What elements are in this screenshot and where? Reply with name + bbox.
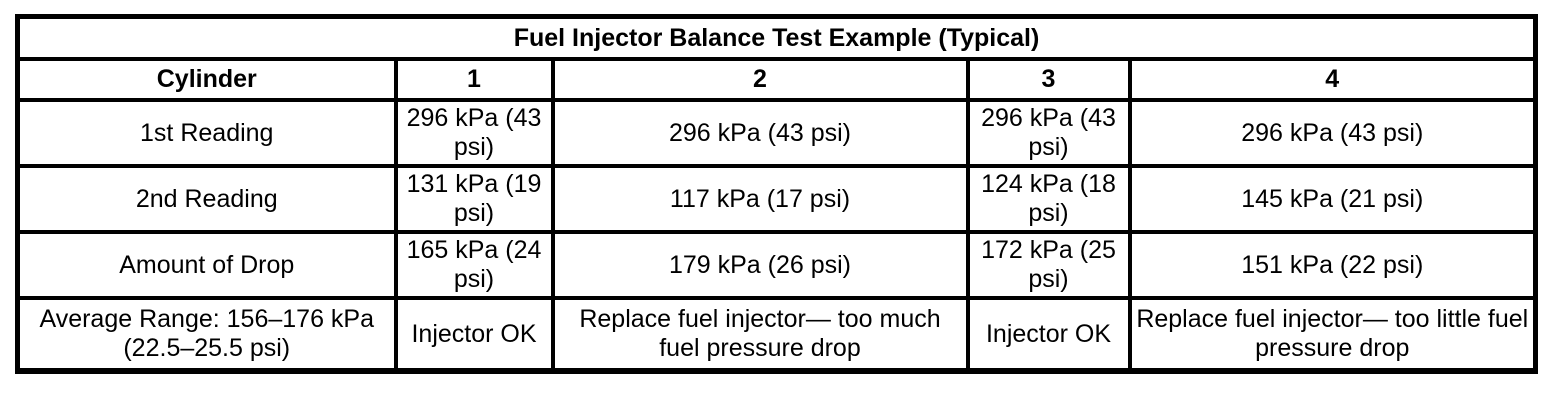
data-cell: 172 kPa (25 psi) <box>965 230 1132 300</box>
data-cell: 131 kPa (19 psi) <box>393 164 555 234</box>
column-header-cylinder: Cylinder <box>15 57 398 102</box>
table-header-row: Cylinder 1 2 3 4 <box>15 57 1538 102</box>
result-cell: Injector OK <box>393 296 555 374</box>
row-label-amount-of-drop: Amount of Drop <box>15 230 398 300</box>
row-label-2nd-reading: 2nd Reading <box>15 164 398 234</box>
data-cell: 165 kPa (24 psi) <box>393 230 555 300</box>
data-cell: 296 kPa (43 psi) <box>965 98 1132 168</box>
second-reading-row: 2nd Reading 131 kPa (19 psi) 117 kPa (17… <box>15 164 1538 234</box>
data-cell: 151 kPa (22 psi) <box>1127 230 1538 300</box>
column-header-cylinder-2: 2 <box>550 57 970 102</box>
table-title-row: Fuel Injector Balance Test Example (Typi… <box>15 14 1538 61</box>
row-label-1st-reading: 1st Reading <box>15 98 398 168</box>
average-range-result-row: Average Range: 156–176 kPa (22.5–25.5 ps… <box>15 296 1538 374</box>
data-cell: 124 kPa (18 psi) <box>965 164 1132 234</box>
amount-of-drop-row: Amount of Drop 165 kPa (24 psi) 179 kPa … <box>15 230 1538 300</box>
data-cell: 117 kPa (17 psi) <box>550 164 970 234</box>
data-cell: 296 kPa (43 psi) <box>1127 98 1538 168</box>
column-header-cylinder-4: 4 <box>1127 57 1538 102</box>
data-cell: 296 kPa (43 psi) <box>393 98 555 168</box>
row-label-average-range: Average Range: 156–176 kPa (22.5–25.5 ps… <box>15 296 398 374</box>
result-cell: Replace fuel injector— too little fuel p… <box>1127 296 1538 374</box>
column-header-cylinder-1: 1 <box>393 57 555 102</box>
data-cell: 296 kPa (43 psi) <box>550 98 970 168</box>
column-header-cylinder-3: 3 <box>965 57 1132 102</box>
data-cell: 179 kPa (26 psi) <box>550 230 970 300</box>
table-title: Fuel Injector Balance Test Example (Typi… <box>15 14 1538 61</box>
result-cell: Injector OK <box>965 296 1132 374</box>
result-cell: Replace fuel injector— too much fuel pre… <box>550 296 970 374</box>
data-cell: 145 kPa (21 psi) <box>1127 164 1538 234</box>
first-reading-row: 1st Reading 296 kPa (43 psi) 296 kPa (43… <box>15 98 1538 168</box>
fuel-injector-balance-table: Fuel Injector Balance Test Example (Typi… <box>15 14 1539 374</box>
